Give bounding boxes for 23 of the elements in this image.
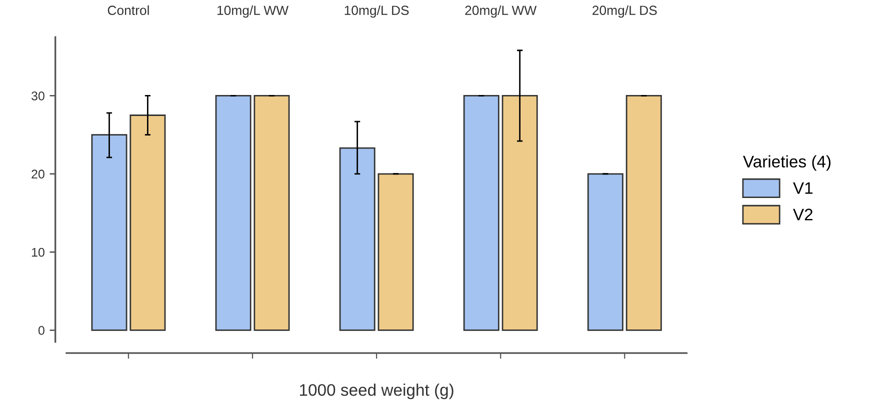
- x-tick-label: 20mg/L DS: [592, 5, 657, 18]
- x-tick-label: 10mg/L DS: [344, 5, 409, 18]
- legend-title: Varieties (4): [743, 155, 831, 171]
- y-tick-label: 20: [32, 170, 44, 179]
- bar: [130, 114, 166, 331]
- bar: [587, 173, 624, 331]
- y-tick-label: 0: [38, 326, 44, 335]
- bar: [91, 134, 128, 331]
- x-tick-label: Control: [108, 5, 149, 16]
- bar: [626, 95, 662, 331]
- x-tick-label: 10mg/L WW: [217, 5, 289, 18]
- legend-label: V2: [793, 208, 812, 220]
- legend-label: V1: [793, 182, 813, 194]
- y-tick-label: 10: [32, 248, 44, 257]
- y-tick-label: 30: [31, 92, 44, 100]
- bar: [339, 147, 376, 331]
- bar: [254, 95, 290, 331]
- x-axis-title: 1000 seed weight (g): [300, 384, 454, 400]
- bar: [215, 95, 252, 331]
- bar: [502, 95, 538, 331]
- bar: [463, 95, 500, 331]
- bar: [378, 173, 414, 331]
- x-tick-label: 20mg/L WW: [465, 5, 537, 18]
